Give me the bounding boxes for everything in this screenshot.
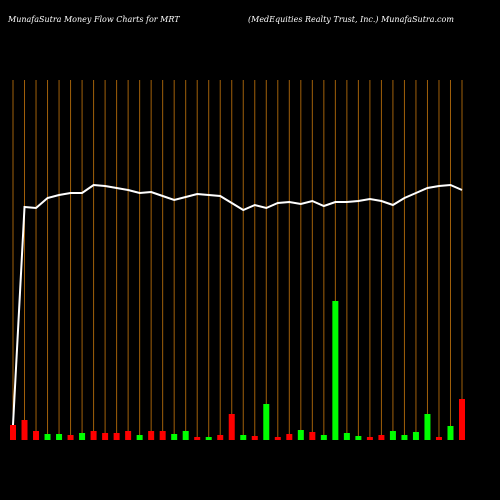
bar: [113, 433, 120, 440]
bar: [401, 435, 408, 440]
bar: [297, 430, 304, 440]
bar: [412, 432, 419, 440]
bar: [182, 431, 189, 440]
bar: [33, 431, 40, 440]
bar: [274, 437, 281, 440]
bar: [136, 435, 143, 440]
bar: [10, 425, 16, 440]
bar: [205, 437, 212, 440]
bar: [320, 435, 327, 440]
bar: [79, 433, 86, 440]
bar: [447, 426, 454, 440]
bar: [125, 431, 132, 440]
bar: [171, 434, 178, 440]
bar: [56, 434, 63, 440]
chart-title: MunafaSutra Money Flow Charts for MRT: [7, 15, 180, 24]
chart-subtitle: (MedEquities Realty Trust, Inc.) MunafaS…: [248, 15, 454, 24]
bar: [424, 414, 431, 440]
bar: [148, 431, 155, 440]
bar: [217, 435, 224, 440]
bar: [378, 435, 385, 440]
bar: [67, 435, 74, 440]
bar: [355, 436, 362, 440]
bar: [286, 434, 293, 440]
bar: [309, 432, 316, 440]
bar: [263, 404, 270, 440]
bar: [102, 433, 109, 440]
money-flow-line: [12, 183, 463, 426]
bar: [90, 431, 97, 440]
bar: [159, 431, 166, 440]
bar: [366, 437, 373, 440]
bar: [194, 437, 201, 440]
bar: [251, 436, 258, 440]
bar: [228, 414, 235, 440]
bar: [240, 435, 247, 440]
bar: [459, 399, 465, 440]
bar: [332, 301, 339, 440]
bar: [435, 437, 442, 440]
bar: [343, 433, 350, 440]
bar: [44, 434, 51, 440]
bar: [389, 431, 396, 440]
bar: [21, 420, 28, 440]
